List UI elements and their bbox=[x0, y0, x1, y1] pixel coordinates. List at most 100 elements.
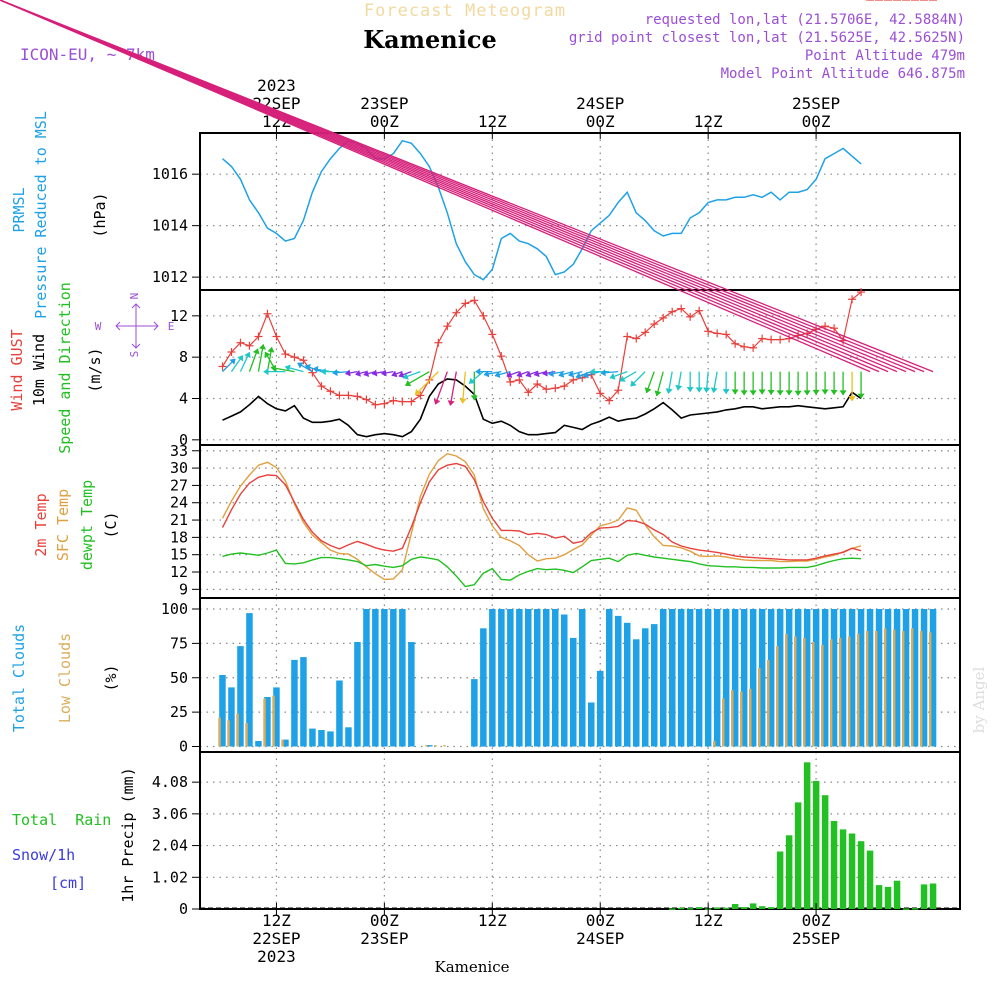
gust-marker bbox=[488, 330, 497, 339]
bottom-time-label: 00Z bbox=[586, 911, 615, 930]
wind-arrow-icon bbox=[270, 364, 295, 373]
gust-marker bbox=[686, 312, 695, 321]
total-cloud-bar bbox=[336, 680, 343, 747]
panel-frame bbox=[199, 751, 961, 910]
gust-marker bbox=[857, 288, 866, 297]
top-time-label: 00Z bbox=[370, 112, 399, 131]
top-time-label: 24SEP bbox=[576, 94, 624, 113]
gust-marker bbox=[605, 396, 614, 405]
rain-bar bbox=[902, 908, 910, 910]
gust-marker bbox=[344, 391, 353, 400]
wind-arrow-icon bbox=[740, 371, 748, 396]
total-cloud-bar bbox=[722, 609, 730, 747]
wind-arrow-icon bbox=[609, 371, 628, 380]
compass-s: S bbox=[128, 351, 141, 358]
total-cloud-bar bbox=[911, 609, 919, 747]
wind-arrow-icon bbox=[433, 371, 448, 405]
y-tick-label: 27 bbox=[170, 476, 188, 494]
wind-arrow-icon bbox=[839, 371, 847, 396]
total-cloud-bar bbox=[875, 609, 883, 747]
gust-marker bbox=[290, 353, 299, 362]
wind-arrow-icon bbox=[710, 371, 718, 394]
gust-marker bbox=[218, 362, 227, 371]
y-tick-label: 4.08 bbox=[152, 773, 188, 791]
top-time-label: 2023 bbox=[257, 76, 296, 95]
y-tick-label: 1.02 bbox=[152, 868, 188, 886]
wind-arrow-icon bbox=[263, 368, 286, 376]
total-cloud-bar bbox=[749, 609, 757, 747]
gust-marker bbox=[596, 389, 605, 398]
total-cloud-bar bbox=[615, 615, 622, 747]
wind-arrow-icon bbox=[767, 371, 775, 396]
gust-marker bbox=[767, 335, 776, 344]
temp-sfc-label: SFC Temp bbox=[54, 489, 72, 561]
y-tick-label: 1016 bbox=[152, 165, 188, 183]
rain-bar bbox=[830, 821, 838, 909]
total-cloud-bar bbox=[704, 609, 712, 747]
gust-marker bbox=[776, 335, 785, 344]
y-tick-label: 1012 bbox=[152, 268, 188, 286]
total-cloud-bar bbox=[345, 727, 352, 747]
temp-panel-labels: 2m Temp SFC Temp dewpt Temp (C) bbox=[32, 480, 120, 570]
total-cloud-bar bbox=[669, 609, 676, 747]
low-cloud-bar bbox=[236, 713, 239, 747]
gust-marker bbox=[542, 385, 551, 394]
low-cloud-bar bbox=[883, 628, 887, 747]
total-cloud-bar bbox=[677, 609, 685, 747]
wind-arrow-icon bbox=[675, 371, 683, 391]
top-time-label: 12Z bbox=[694, 112, 723, 131]
clouds-unit: (%) bbox=[102, 664, 120, 691]
low-cloud-bar bbox=[731, 690, 734, 747]
total-cloud-bar bbox=[354, 642, 361, 747]
y-tick-label: 25 bbox=[170, 703, 188, 721]
compass-rose-icon: N W E S bbox=[95, 293, 175, 358]
total-cloud-bar bbox=[300, 657, 307, 747]
low-cloud-bar bbox=[919, 631, 923, 747]
y-tick-label: 24 bbox=[170, 494, 188, 512]
snow-label: Snow/1h bbox=[12, 846, 75, 864]
gust-marker bbox=[632, 334, 641, 343]
requested-location: requested lon,lat (21.5706E, 42.5884N) bbox=[645, 12, 965, 28]
gust-marker bbox=[659, 313, 668, 322]
gust-marker bbox=[650, 320, 659, 329]
total-cloud-bar bbox=[291, 659, 298, 747]
gust-marker bbox=[533, 380, 542, 389]
total-cloud-bar bbox=[839, 609, 847, 747]
low-cloud-bar bbox=[901, 631, 905, 747]
rain-bar bbox=[803, 762, 811, 909]
gust-marker bbox=[461, 299, 470, 308]
wind-arrow-icon bbox=[525, 370, 538, 378]
wind-arrow-icon bbox=[600, 369, 619, 377]
gust-marker bbox=[515, 375, 524, 384]
wind-arrow-icon bbox=[405, 371, 430, 387]
total-cloud-bar bbox=[633, 639, 640, 747]
y-tick-label: 1014 bbox=[152, 217, 188, 235]
wind-arrow-icon bbox=[345, 369, 358, 377]
total-cloud-bar bbox=[534, 609, 541, 747]
wind-arrow-icon bbox=[794, 371, 802, 396]
rain-bar bbox=[686, 908, 694, 910]
compass-n: N bbox=[128, 293, 141, 300]
low-cloud-bar bbox=[865, 631, 869, 747]
rain-bar bbox=[875, 885, 883, 909]
model-altitude: Model Point Altitude 646.875m bbox=[721, 66, 965, 82]
low-cloud-bar bbox=[272, 695, 275, 747]
total-cloud-bar bbox=[264, 697, 271, 747]
wind-arrow-icon bbox=[812, 371, 820, 396]
total-cloud-bar bbox=[273, 687, 280, 747]
total-cloud-bar bbox=[695, 609, 703, 747]
bottom-time-label: 2023 bbox=[257, 947, 296, 966]
gust-marker bbox=[479, 311, 488, 320]
wind-arrow-icon bbox=[776, 371, 784, 396]
total-cloud-bar bbox=[579, 609, 586, 747]
gust-marker bbox=[452, 308, 461, 317]
sfc-temp-line bbox=[221, 452, 862, 581]
gust-marker bbox=[326, 387, 335, 396]
total-cloud-bar bbox=[570, 637, 577, 747]
gust-marker bbox=[551, 384, 560, 393]
y-tick-label: 50 bbox=[170, 669, 188, 687]
top-time-label: 23SEP bbox=[360, 94, 408, 113]
low-cloud-bar bbox=[803, 637, 806, 747]
